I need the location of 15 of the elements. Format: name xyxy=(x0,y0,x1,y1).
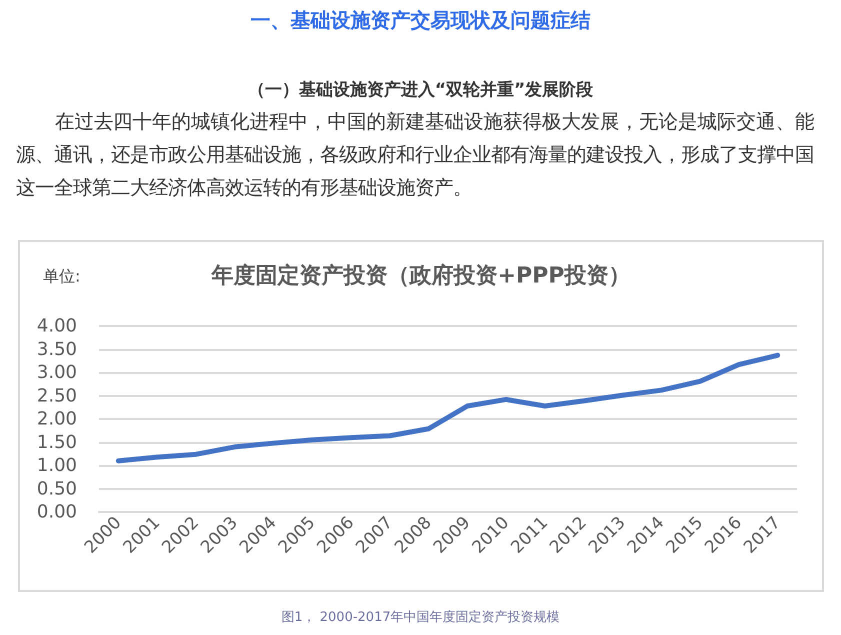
y-tick-label: 3.00 xyxy=(36,362,77,383)
y-tick-label: 1.00 xyxy=(36,455,77,476)
chart-title: 年度固定资产投资（政府投资+PPP投资） xyxy=(210,262,630,288)
text: 在过去四十年的城镇化进程中，中国的新建基础设施获得极大发展，无论是城际交通、能源、通讯，还是市政公用基础设施，各级政府和行业企业都有海量的建设投入，形成了支撑中国这一全球第二大经济体高效运转的有形基础设施资产。 xyxy=(16,109,814,201)
y-tick-label: 0.00 xyxy=(36,502,77,522)
y-tick-label: 2.00 xyxy=(36,408,77,430)
y-tick-label: 3.50 xyxy=(36,338,77,360)
y-tick-label: 0.50 xyxy=(36,478,77,500)
y-tick-label: 4.00 xyxy=(36,316,77,336)
y-axis-title: 单位: xyxy=(43,266,80,286)
text: 一、基础设施资产交易现状及问题症结 xyxy=(250,7,592,34)
y-tick-label: 2.50 xyxy=(36,385,77,406)
y-tick-label: 1.50 xyxy=(36,432,77,453)
caption: 图1， 2000-2017年中国年度固定资产投资规模 xyxy=(280,609,561,627)
text: （一）基础设施资产进入“双轮并重”发展阶段 xyxy=(246,79,594,102)
